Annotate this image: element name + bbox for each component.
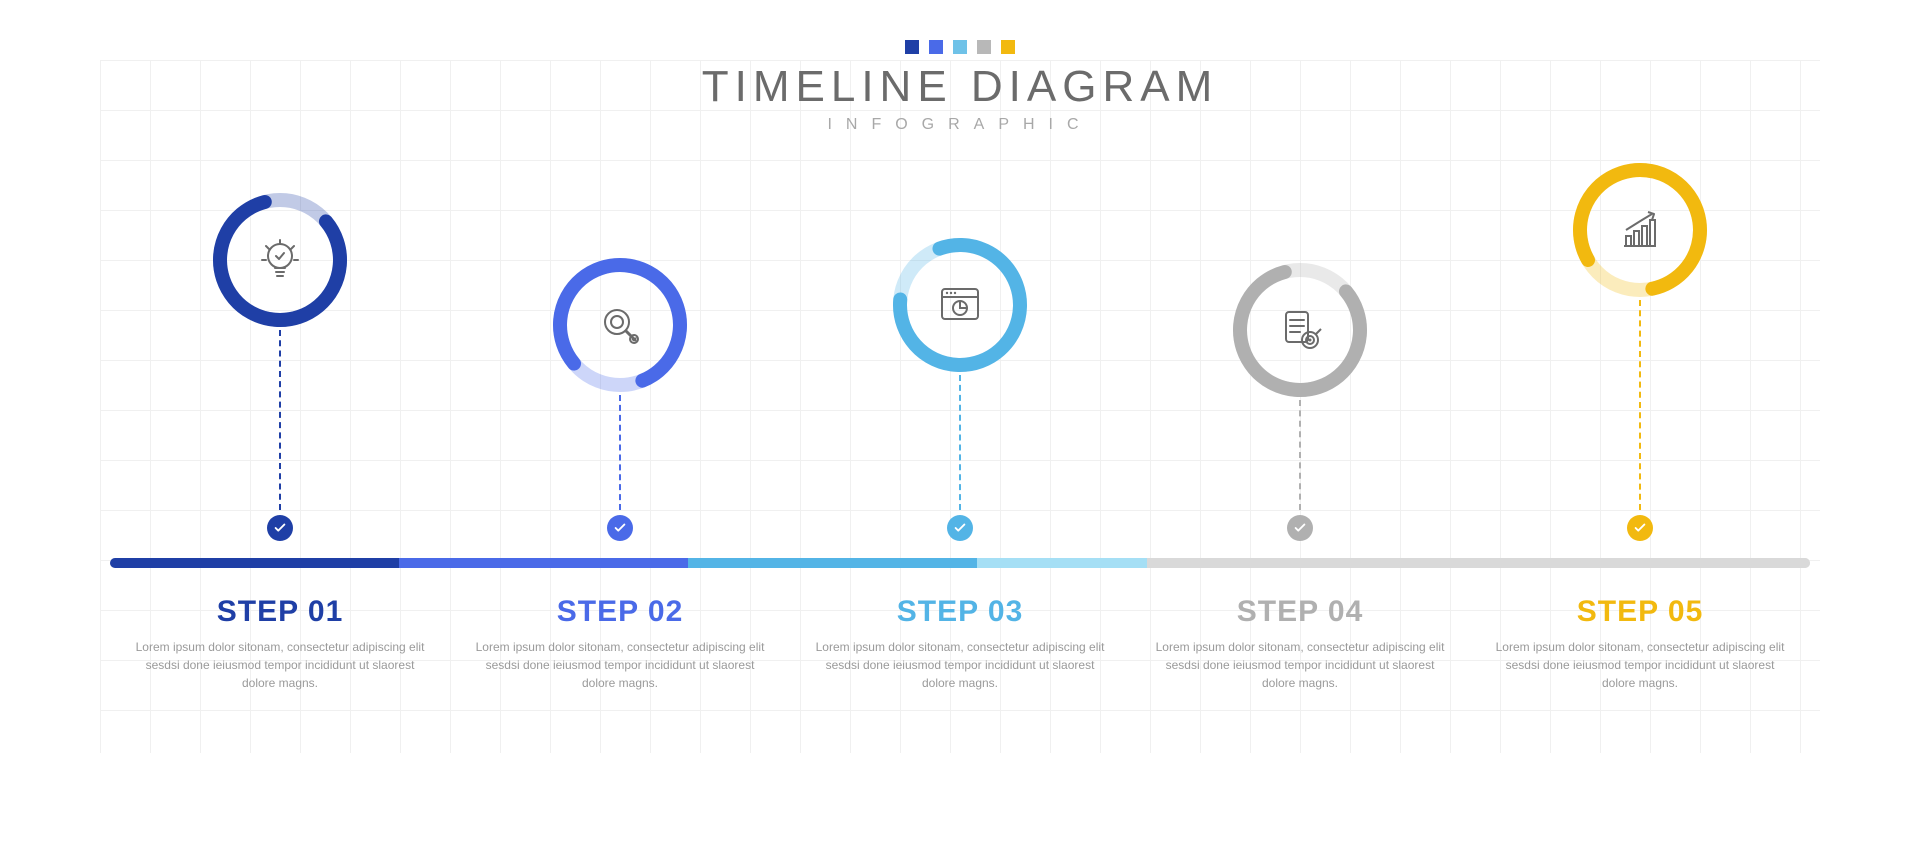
connector-2	[619, 395, 621, 510]
magnify-icon	[550, 255, 690, 395]
step-desc-1: Lorem ipsum dolor sitonam, consectetur a…	[130, 638, 430, 692]
steps-row: STEP 01 Lorem ipsum dolor sitonam, conse…	[110, 160, 1810, 793]
legend-square-4	[977, 40, 991, 54]
connector-4	[1299, 400, 1301, 510]
step-circle-2	[550, 255, 690, 395]
step-circle-5	[1570, 160, 1710, 300]
header: TIMELINE DIAGRAM INFOGRAPHIC	[0, 0, 1920, 134]
step-desc-2: Lorem ipsum dolor sitonam, consectetur a…	[470, 638, 770, 692]
checklist-target-icon	[1230, 260, 1370, 400]
legend-square-5	[1001, 40, 1015, 54]
step-1: STEP 01 Lorem ipsum dolor sitonam, conse…	[110, 160, 450, 793]
check-dot-5	[1627, 515, 1653, 541]
growth-chart-icon	[1570, 160, 1710, 300]
legend-square-2	[929, 40, 943, 54]
step-desc-5: Lorem ipsum dolor sitonam, consectetur a…	[1490, 638, 1790, 692]
check-dot-1	[267, 515, 293, 541]
browser-chart-icon	[890, 235, 1030, 375]
step-desc-4: Lorem ipsum dolor sitonam, consectetur a…	[1150, 638, 1450, 692]
check-dot-3	[947, 515, 973, 541]
step-label-4: STEP 04	[1130, 595, 1470, 629]
step-3: STEP 03 Lorem ipsum dolor sitonam, conse…	[790, 160, 1130, 793]
step-desc-3: Lorem ipsum dolor sitonam, consectetur a…	[810, 638, 1110, 692]
lightbulb-icon	[210, 190, 350, 330]
step-5: STEP 05 Lorem ipsum dolor sitonam, conse…	[1470, 160, 1810, 793]
step-label-3: STEP 03	[790, 595, 1130, 629]
check-dot-2	[607, 515, 633, 541]
step-circle-1	[210, 190, 350, 330]
step-label-2: STEP 02	[450, 595, 790, 629]
color-legend	[0, 40, 1920, 54]
step-circle-3	[890, 235, 1030, 375]
step-label-5: STEP 05	[1470, 595, 1810, 629]
check-dot-4	[1287, 515, 1313, 541]
page-title: TIMELINE DIAGRAM	[0, 62, 1920, 112]
page-subtitle: INFOGRAPHIC	[0, 116, 1920, 134]
connector-1	[279, 330, 281, 510]
connector-3	[959, 375, 961, 510]
step-2: STEP 02 Lorem ipsum dolor sitonam, conse…	[450, 160, 790, 793]
legend-square-3	[953, 40, 967, 54]
step-4: STEP 04 Lorem ipsum dolor sitonam, conse…	[1130, 160, 1470, 793]
step-label-1: STEP 01	[110, 595, 450, 629]
timeline: STEP 01 Lorem ipsum dolor sitonam, conse…	[110, 160, 1810, 793]
legend-square-1	[905, 40, 919, 54]
step-circle-4	[1230, 260, 1370, 400]
connector-5	[1639, 300, 1641, 510]
